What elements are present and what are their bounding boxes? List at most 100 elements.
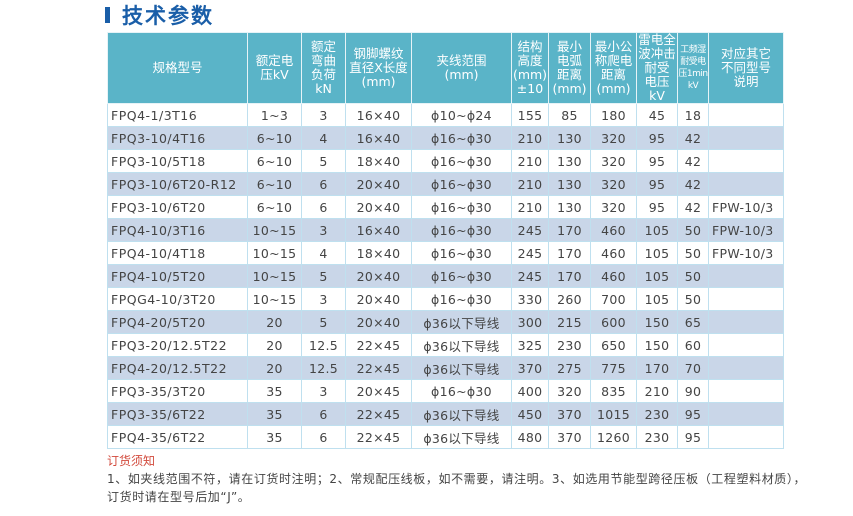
cell-voltage: 20 [247, 333, 302, 357]
cell-clamp: ϕ36以下导线 [411, 310, 512, 334]
col-header-voltage: 额定电 压kV [247, 32, 302, 104]
cell-voltage: 6~10 [247, 149, 302, 173]
cell-height: 210 [511, 149, 549, 173]
cell-arc: 170 [548, 218, 591, 242]
cell-voltage: 10~15 [247, 287, 302, 311]
cell-wet: 65 [677, 310, 709, 334]
cell-note: FPW-10/3 [708, 241, 784, 265]
cell-model: FPQ4-20/12.5T22 [107, 356, 248, 380]
cell-model: FPQ3-10/6T20-R12 [107, 172, 248, 196]
cell-impulse: 230 [636, 402, 678, 426]
cell-impulse: 105 [636, 264, 678, 288]
table-row: FPQ3-20/12.5T22 20 12.5 22×45 ϕ36以下导线 325 230 6… [107, 333, 784, 357]
cell-clamp: ϕ16~ϕ30 [411, 172, 512, 196]
cell-clamp: ϕ36以下导线 [411, 425, 512, 449]
cell-load: 12.5 [301, 356, 346, 380]
cell-load: 6 [301, 195, 346, 219]
cell-impulse: 95 [636, 126, 678, 150]
cell-creep: 650 [590, 333, 637, 357]
cell-creep: 835 [590, 379, 637, 403]
cell-height: 330 [511, 287, 549, 311]
col-header-height: 结构 高度 (mm) ±10 [511, 32, 549, 104]
cell-arc: 130 [548, 172, 591, 196]
cell-impulse: 150 [636, 310, 678, 334]
cell-note [708, 333, 784, 357]
table-row: FPQ4-35/6T22 35 6 22×45 ϕ36以下导线 480 370 1260 230… [107, 425, 784, 449]
cell-wet: 42 [677, 172, 709, 196]
cell-note [708, 402, 784, 426]
cell-clamp: ϕ16~ϕ30 [411, 264, 512, 288]
col-header-arc: 最小 电弧 距离 (mm) [548, 32, 591, 104]
cell-thread: 22×45 [345, 425, 412, 449]
cell-clamp: ϕ36以下导线 [411, 356, 512, 380]
cell-load: 3 [301, 218, 346, 242]
cell-voltage: 10~15 [247, 241, 302, 265]
table-row: FPQ3-35/6T22 35 6 22×45 ϕ36以下导线 450 370 1015 230… [107, 402, 784, 426]
cell-voltage: 35 [247, 379, 302, 403]
cell-voltage: 10~15 [247, 218, 302, 242]
cell-impulse: 105 [636, 241, 678, 265]
cell-impulse: 170 [636, 356, 678, 380]
cell-voltage: 35 [247, 402, 302, 426]
cell-voltage: 20 [247, 310, 302, 334]
cell-creep: 700 [590, 287, 637, 311]
table-body: FPQ4-1/3T16 1~3 3 16×40 ϕ10~ϕ24 155 85 180 45 18 F… [107, 103, 784, 449]
cell-height: 155 [511, 103, 549, 127]
cell-note [708, 287, 784, 311]
table-row: FPQ4-20/12.5T22 20 12.5 22×45 ϕ36以下导线 370 275 7… [107, 356, 784, 380]
cell-height: 480 [511, 425, 549, 449]
cell-height: 245 [511, 264, 549, 288]
cell-arc: 130 [548, 149, 591, 173]
cell-voltage: 35 [247, 425, 302, 449]
cell-model: FPQ4-1/3T16 [107, 103, 248, 127]
table-row: FPQ3-10/4T16 6~10 4 16×40 ϕ16~ϕ30 210 130 320 95… [107, 126, 784, 150]
cell-model: FPQG4-10/3T20 [107, 287, 248, 311]
cell-height: 450 [511, 402, 549, 426]
cell-creep: 320 [590, 195, 637, 219]
cell-wet: 95 [677, 425, 709, 449]
cell-voltage: 6~10 [247, 195, 302, 219]
cell-model: FPQ4-10/4T18 [107, 241, 248, 265]
cell-thread: 20×40 [345, 287, 412, 311]
col-header-clamp: 夹线范围 (mm) [411, 32, 512, 104]
cell-wet: 42 [677, 195, 709, 219]
title-accent-bar [105, 7, 110, 23]
cell-wet: 70 [677, 356, 709, 380]
cell-arc: 130 [548, 126, 591, 150]
cell-note [708, 172, 784, 196]
table-row: FPQG4-10/3T20 10~15 3 20×40 ϕ16~ϕ30 330 260 700… [107, 287, 784, 311]
cell-thread: 18×40 [345, 241, 412, 265]
table-header-row: 规格型号 额定电 压kV 额定 弯曲 负荷 kN 钢脚螺纹 直径X长度 (mm) 夹线范围(… [107, 32, 784, 104]
cell-model: FPQ3-35/3T20 [107, 379, 248, 403]
cell-impulse: 95 [636, 195, 678, 219]
cell-height: 210 [511, 172, 549, 196]
cell-arc: 260 [548, 287, 591, 311]
cell-creep: 1015 [590, 402, 637, 426]
spec-table: 规格型号 额定电 压kV 额定 弯曲 负荷 kN 钢脚螺纹 直径X长度 (mm) 夹线范围(… [107, 32, 784, 449]
cell-creep: 180 [590, 103, 637, 127]
cell-creep: 320 [590, 149, 637, 173]
cell-model: FPQ3-10/5T18 [107, 149, 248, 173]
cell-arc: 275 [548, 356, 591, 380]
col-header-model: 规格型号 [107, 32, 248, 104]
cell-thread: 16×40 [345, 126, 412, 150]
table-row: FPQ4-10/3T16 10~15 3 16×40 ϕ16~ϕ30 245 170 460 1… [107, 218, 784, 242]
cell-clamp: ϕ16~ϕ30 [411, 287, 512, 311]
cell-load: 5 [301, 310, 346, 334]
cell-thread: 16×40 [345, 218, 412, 242]
cell-model: FPQ4-35/6T22 [107, 425, 248, 449]
cell-creep: 460 [590, 218, 637, 242]
col-header-creep: 最小公 称爬电 距离 (mm) [590, 32, 637, 104]
cell-clamp: ϕ16~ϕ30 [411, 126, 512, 150]
col-header-thread: 钢脚螺纹 直径X长度 (mm) [345, 32, 412, 104]
cell-model: FPQ4-10/5T20 [107, 264, 248, 288]
cell-height: 400 [511, 379, 549, 403]
cell-note [708, 379, 784, 403]
cell-height: 210 [511, 195, 549, 219]
col-header-note: 对应其它 不同型号 说明 [708, 32, 784, 104]
cell-clamp: ϕ36以下导线 [411, 402, 512, 426]
cell-load: 5 [301, 149, 346, 173]
cell-impulse: 45 [636, 103, 678, 127]
cell-wet: 42 [677, 126, 709, 150]
cell-thread: 22×45 [345, 402, 412, 426]
